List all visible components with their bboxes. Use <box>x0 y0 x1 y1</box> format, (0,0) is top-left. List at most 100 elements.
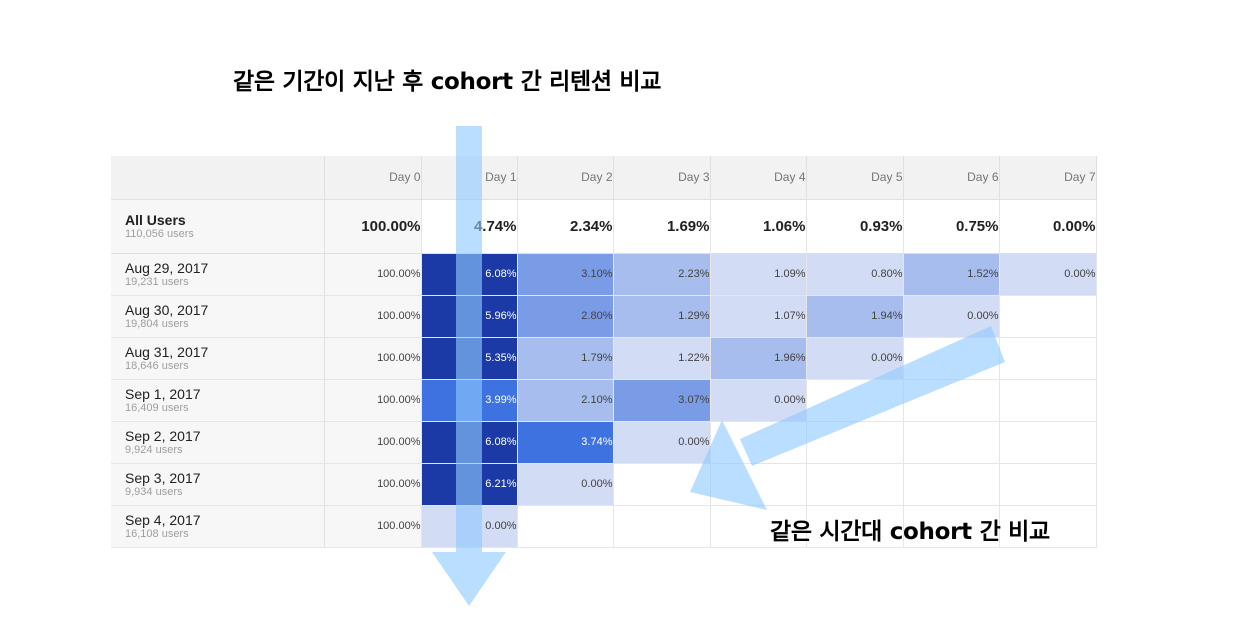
table-row[interactable]: Aug 30, 2017 19,804 users 100.00% 5.96% 2.80… <box>111 295 1097 338</box>
cohort-date: Aug 31, 2017 <box>125 343 209 360</box>
total-value: 1.69% <box>613 199 711 254</box>
retention-cell <box>999 337 1097 380</box>
table-row[interactable]: Aug 31, 2017 18,646 users 100.00% 5.35% 1.79… <box>111 337 1097 380</box>
retention-cell: 3.99% <box>421 379 518 422</box>
retention-cell: 100.00% <box>324 337 422 380</box>
retention-cell <box>613 463 711 506</box>
retention-cell: 0.00% <box>999 253 1097 296</box>
column-header: Day 1 <box>421 156 518 200</box>
total-users: 110,056 users <box>125 227 194 240</box>
retention-cell <box>903 505 1000 548</box>
retention-cell <box>806 379 904 422</box>
down-arrow-head <box>432 552 506 606</box>
column-header: Day 6 <box>903 156 1000 200</box>
retention-cell: 3.10% <box>517 253 614 296</box>
retention-cell: 100.00% <box>324 463 422 506</box>
retention-cell <box>999 421 1097 464</box>
retention-cell <box>999 463 1097 506</box>
cohort-date: Sep 2, 2017 <box>125 427 201 444</box>
cohort-date: Sep 3, 2017 <box>125 469 201 486</box>
retention-cell <box>999 505 1097 548</box>
retention-cell: 6.08% <box>421 421 518 464</box>
retention-cell <box>806 505 904 548</box>
retention-cell: 1.79% <box>517 337 614 380</box>
retention-cell: 0.80% <box>806 253 904 296</box>
retention-cell: 3.07% <box>613 379 711 422</box>
cohort-label-cell: Sep 2, 2017 9,924 users <box>111 421 325 464</box>
retention-cell <box>806 421 904 464</box>
total-label-cell: All Users 110,056 users <box>111 199 325 254</box>
total-value: 2.34% <box>517 199 614 254</box>
retention-cell: 0.00% <box>421 505 518 548</box>
total-row[interactable]: All Users 110,056 users 100.00% 4.74% 2.34… <box>111 199 1097 254</box>
cohort-date: Sep 4, 2017 <box>125 511 201 528</box>
cohort-users: 9,934 users <box>125 485 183 498</box>
cohort-users: 16,409 users <box>125 401 189 414</box>
retention-cell: 6.08% <box>421 253 518 296</box>
retention-cell <box>517 505 614 548</box>
total-value: 0.75% <box>903 199 1000 254</box>
cohort-label-cell: Sep 1, 2017 16,409 users <box>111 379 325 422</box>
cohort-date: Aug 30, 2017 <box>125 301 209 318</box>
column-header: Day 3 <box>613 156 711 200</box>
cohort-label-cell: Aug 30, 2017 19,804 users <box>111 295 325 338</box>
retention-cell: 100.00% <box>324 379 422 422</box>
column-header: Day 5 <box>806 156 904 200</box>
total-label: All Users <box>125 211 186 228</box>
retention-cell <box>806 463 904 506</box>
retention-cell: 1.29% <box>613 295 711 338</box>
retention-cell <box>710 463 807 506</box>
retention-cell: 2.23% <box>613 253 711 296</box>
retention-cell <box>999 295 1097 338</box>
cohort-label-cell: Aug 29, 2017 19,231 users <box>111 253 325 296</box>
total-value: 0.00% <box>999 199 1097 254</box>
retention-cell <box>710 421 807 464</box>
retention-cell: 0.00% <box>806 337 904 380</box>
cohort-date: Aug 29, 2017 <box>125 259 209 276</box>
retention-cell <box>613 505 711 548</box>
retention-cell: 5.96% <box>421 295 518 338</box>
retention-cell: 1.09% <box>710 253 807 296</box>
table-row[interactable]: Sep 1, 2017 16,409 users 100.00% 3.99% 2.10%… <box>111 379 1097 422</box>
retention-cell: 0.00% <box>613 421 711 464</box>
column-header: Day 2 <box>517 156 614 200</box>
column-header: Day 4 <box>710 156 807 200</box>
table-row[interactable]: Sep 4, 2017 16,108 users 100.00% 0.00% <box>111 505 1097 548</box>
table-row[interactable]: Aug 29, 2017 19,231 users 100.00% 6.08% 3.10… <box>111 253 1097 296</box>
retention-cell: 0.00% <box>710 379 807 422</box>
cohort-label-cell: Sep 3, 2017 9,934 users <box>111 463 325 506</box>
retention-cell: 1.52% <box>903 253 1000 296</box>
retention-cell: 1.22% <box>613 337 711 380</box>
retention-cell: 0.00% <box>517 463 614 506</box>
table-row[interactable]: Sep 2, 2017 9,924 users 100.00% 6.08% 3.74% 0… <box>111 421 1097 464</box>
total-value: 1.06% <box>710 199 807 254</box>
cohort-users: 19,804 users <box>125 317 189 330</box>
column-header: Day 7 <box>999 156 1097 200</box>
header-row: Day 0 Day 1 Day 2 Day 3 Day 4 Day 5 Day 6 Day 7 <box>111 156 1097 200</box>
annotation-top: 같은 기간이 지난 후 cohort 간 리텐션 비교 <box>233 69 662 95</box>
retention-cell: 5.35% <box>421 337 518 380</box>
table-row[interactable]: Sep 3, 2017 9,934 users 100.00% 6.21% 0.00% <box>111 463 1097 506</box>
retention-cell <box>903 337 1000 380</box>
retention-cell: 3.74% <box>517 421 614 464</box>
retention-cell: 6.21% <box>421 463 518 506</box>
total-value: 0.93% <box>806 199 904 254</box>
cohort-users: 9,924 users <box>125 443 183 456</box>
retention-cell: 2.80% <box>517 295 614 338</box>
header-corner <box>111 156 325 200</box>
cohort-label-cell: Sep 4, 2017 16,108 users <box>111 505 325 548</box>
total-value: 4.74% <box>421 199 518 254</box>
retention-cell <box>903 463 1000 506</box>
cohort-users: 18,646 users <box>125 359 189 372</box>
annotation-right: 같은 시간대 cohort 간 비교 <box>770 519 1050 545</box>
retention-cell <box>903 379 1000 422</box>
total-value: 100.00% <box>324 199 422 254</box>
cohort-users: 19,231 users <box>125 275 189 288</box>
retention-cell <box>710 505 807 548</box>
retention-cell: 100.00% <box>324 295 422 338</box>
retention-cell: 0.00% <box>903 295 1000 338</box>
cohort-label-cell: Aug 31, 2017 18,646 users <box>111 337 325 380</box>
retention-cell: 100.00% <box>324 505 422 548</box>
retention-cell: 1.96% <box>710 337 807 380</box>
retention-cell <box>903 421 1000 464</box>
